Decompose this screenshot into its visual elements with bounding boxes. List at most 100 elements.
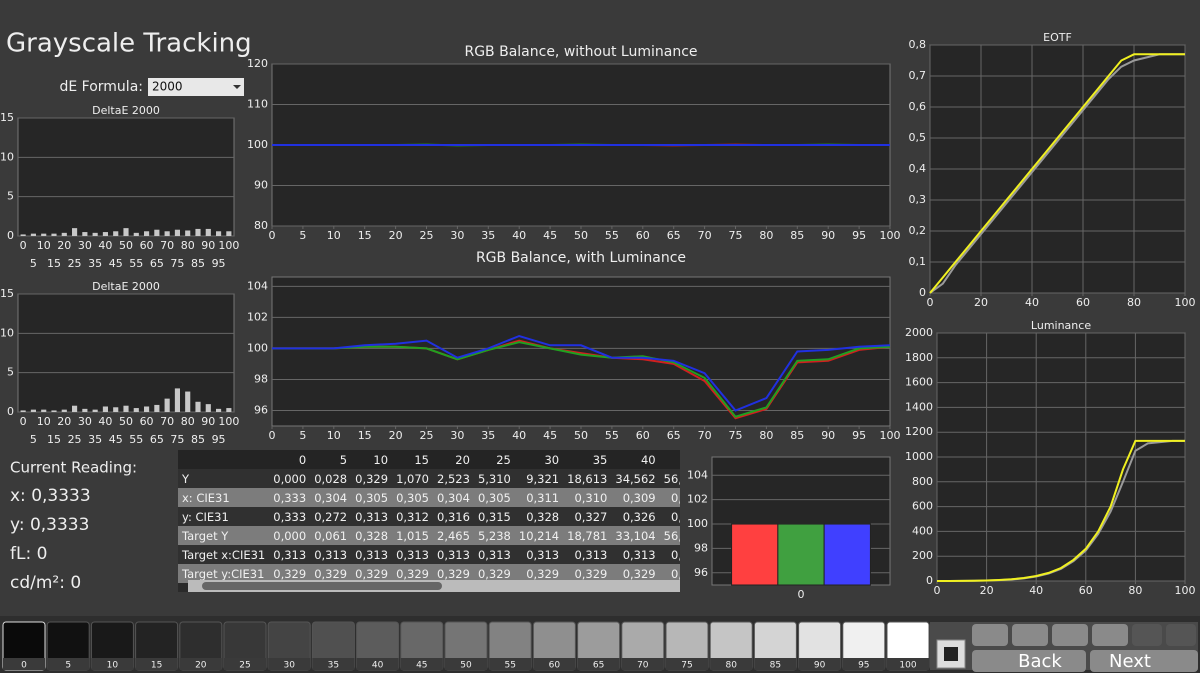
swatch-label-bg <box>3 658 45 670</box>
ctrl-button[interactable] <box>1132 624 1162 646</box>
bar <box>195 228 201 236</box>
swatch-label-bg <box>445 658 487 670</box>
y-tick-label: 100 <box>247 341 268 354</box>
cell: 0,329 <box>514 564 564 583</box>
bar <box>20 234 26 236</box>
x-tick-label: 45 <box>543 429 557 442</box>
swatch-label: 95 <box>858 661 869 671</box>
back-button[interactable] <box>972 650 1086 672</box>
ctrl-button[interactable] <box>1052 624 1088 646</box>
series-line <box>929 53 1185 294</box>
bar <box>731 523 779 586</box>
row-label: Target y:CIE31 <box>178 564 270 583</box>
reading-title: Current Reading: <box>10 459 137 477</box>
scroll-thumb[interactable] <box>202 582 442 590</box>
x-tick-label: 60 <box>1079 584 1093 597</box>
x-tick-label: 35 <box>481 429 495 442</box>
ctrl-button[interactable] <box>1012 624 1048 646</box>
cell: 0,329 <box>433 564 474 583</box>
reading-fl: fL: 0 <box>10 544 47 564</box>
bar <box>82 232 88 236</box>
swatch-label-bg <box>489 658 532 670</box>
x-tick-label: 0 <box>269 229 276 242</box>
bar <box>216 231 222 236</box>
x-tick-label: 35 <box>88 433 102 446</box>
x-tick-label: 50 <box>119 415 133 428</box>
swatch-label-bg <box>621 658 664 670</box>
y-tick-label: 98 <box>694 541 708 554</box>
x-tick-label: 95 <box>212 433 226 446</box>
next-button[interactable] <box>1090 650 1198 672</box>
chart-title: RGB Balance, without Luminance <box>464 44 697 60</box>
cell: 10,214 <box>514 526 564 545</box>
bar <box>41 233 47 236</box>
bar <box>195 401 201 412</box>
bar <box>113 231 119 236</box>
x-tick-label: 100 <box>880 229 901 242</box>
cell: 0,313 <box>433 545 474 564</box>
x-tick-label: 5 <box>30 257 37 270</box>
x-tick-label: 20 <box>980 584 994 597</box>
bar <box>61 232 67 236</box>
x-tick-label: 70 <box>160 239 174 252</box>
x-tick-label: 25 <box>420 229 434 242</box>
swatch-label: 55 <box>504 661 515 671</box>
cell: 0,326 <box>659 507 680 526</box>
table-row: Y 0,000 0,028 0,329 1,070 2,523 5,310 9,321 18,6… <box>178 469 680 488</box>
y-tick-label: 0 <box>919 286 926 299</box>
x-tick-label: 0 <box>934 584 941 597</box>
chart-title: DeltaE 2000 <box>92 280 160 293</box>
cell: 0,312 <box>392 507 433 526</box>
y-tick-label: 200 <box>912 549 933 562</box>
x-tick-label: 0 <box>20 239 27 252</box>
bar <box>123 405 129 412</box>
swatch-label-bg <box>400 658 443 670</box>
cell: 34,562 <box>611 469 660 488</box>
x-tick-label: 65 <box>667 429 681 442</box>
bar <box>205 404 211 412</box>
x-tick-label: 25 <box>68 257 82 270</box>
x-tick-label: 55 <box>605 229 619 242</box>
y-tick-label: 0,4 <box>909 162 927 175</box>
ctrl-button[interactable] <box>1166 624 1196 646</box>
swatch-label: 80 <box>725 661 737 671</box>
y-tick-label: 15 <box>0 111 14 124</box>
scrollbar <box>188 580 680 592</box>
x-tick-label: 0 <box>927 296 934 309</box>
swatch-label: 5 <box>65 661 71 671</box>
x-tick-label: 35 <box>481 229 495 242</box>
x-tick-label: 100 <box>1175 296 1196 309</box>
y-tick-label: 10 <box>0 326 14 339</box>
table: 05101520253035404550Y0,0000,0280,3291,07… <box>178 450 680 583</box>
column-header: 35 <box>563 450 612 469</box>
y-tick-label: 0 <box>926 574 933 587</box>
ctrl-button[interactable] <box>1092 624 1128 646</box>
x-tick-label: 5 <box>299 229 306 242</box>
swatch-label: 90 <box>814 661 826 671</box>
plot-area <box>271 276 891 427</box>
y-tick-label: 0,1 <box>909 255 927 268</box>
swatch-label-bg <box>224 658 266 670</box>
y-tick-label: 0,3 <box>909 193 927 206</box>
y-tick-label: 10 <box>0 150 14 163</box>
cell: 18,613 <box>563 469 612 488</box>
cell: 0,316 <box>433 507 474 526</box>
bar <box>102 232 108 236</box>
x-tick-label: 30 <box>78 239 92 252</box>
y-tick-label: 0,6 <box>909 100 927 113</box>
column-header: 15 <box>392 450 433 469</box>
formula-value: 2000 <box>152 80 183 94</box>
ctrl-button[interactable] <box>972 624 1008 646</box>
bar <box>144 231 150 236</box>
formula-dropdown[interactable] <box>148 78 244 96</box>
x-tick-label: 45 <box>543 229 557 242</box>
x-tick-label: 20 <box>57 239 71 252</box>
column-header: 40 <box>611 450 660 469</box>
x-tick-label: 20 <box>389 229 403 242</box>
x-tick-label: 0 <box>269 429 276 442</box>
cell: 0,311 <box>514 488 564 507</box>
bar <box>133 408 139 412</box>
x-tick-label: 100 <box>1175 584 1196 597</box>
swatch-label-bg <box>842 658 885 670</box>
